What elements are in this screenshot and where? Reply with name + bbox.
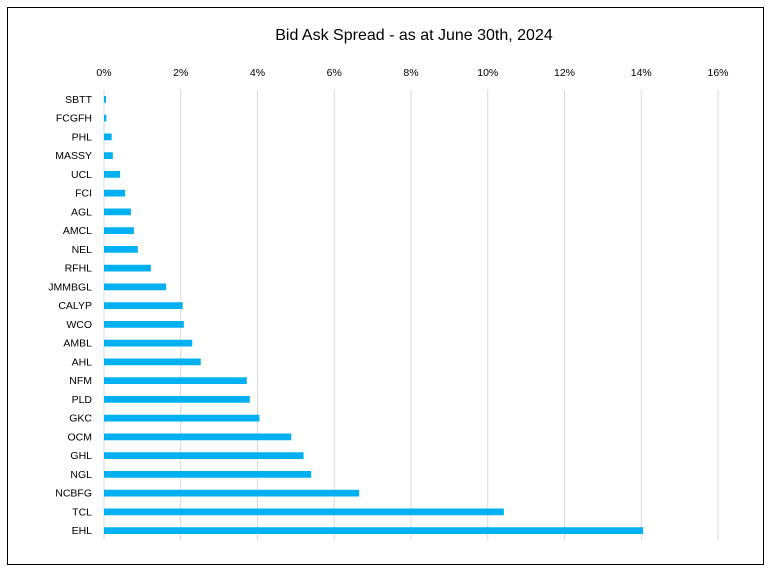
category-label: NCBFG bbox=[55, 488, 92, 500]
category-label: OCM bbox=[68, 431, 93, 443]
category-label: NEL bbox=[72, 244, 93, 256]
bar bbox=[104, 152, 113, 159]
x-tick-label: 16% bbox=[707, 67, 728, 79]
bar bbox=[104, 339, 193, 347]
x-tick-label: 14% bbox=[631, 67, 652, 79]
bar bbox=[104, 189, 126, 197]
bar bbox=[104, 433, 292, 441]
x-tick-label: 12% bbox=[554, 67, 575, 79]
category-label: TCL bbox=[72, 506, 92, 518]
bar bbox=[104, 171, 121, 178]
category-label: AMCL bbox=[63, 225, 92, 237]
bar bbox=[104, 227, 134, 234]
category-label: UCL bbox=[71, 169, 92, 181]
category-label: FCI bbox=[75, 188, 92, 200]
category-label: GHL bbox=[70, 450, 92, 462]
category-label: PLD bbox=[72, 394, 93, 406]
bars bbox=[104, 96, 644, 534]
bar bbox=[104, 246, 138, 253]
bar bbox=[104, 302, 183, 309]
gridlines bbox=[103, 90, 719, 540]
bar bbox=[104, 489, 360, 497]
x-tick-label: 6% bbox=[327, 67, 342, 79]
bar bbox=[104, 133, 112, 141]
bar bbox=[104, 283, 167, 291]
bar bbox=[104, 508, 504, 516]
bar bbox=[104, 471, 312, 478]
x-tick-label: 4% bbox=[250, 67, 265, 79]
bar bbox=[104, 208, 131, 216]
category-label: RFHL bbox=[65, 263, 93, 275]
x-tick-label: 0% bbox=[96, 67, 111, 79]
category-label: AMBL bbox=[63, 338, 92, 350]
bar bbox=[104, 396, 250, 403]
bar bbox=[104, 358, 201, 366]
bar bbox=[104, 377, 247, 384]
category-label: JMMBGL bbox=[48, 281, 92, 293]
x-tick-label: 10% bbox=[477, 67, 498, 79]
bar bbox=[104, 321, 184, 328]
category-label: PHL bbox=[72, 131, 93, 143]
x-tick-label: 2% bbox=[173, 67, 188, 79]
category-labels: SBTT FCGFH PHL MASSY UCL FCI AGL AMCL NEL RFHL JMM… bbox=[48, 94, 92, 537]
category-label: NFM bbox=[69, 375, 92, 387]
category-label: SBTT bbox=[65, 94, 92, 106]
category-label: AHL bbox=[72, 356, 93, 368]
category-label: AGL bbox=[71, 206, 92, 218]
category-label: FCGFH bbox=[56, 113, 92, 125]
category-label: NGL bbox=[70, 469, 92, 481]
chart-title: Bid Ask Spread - as at June 30th, 2024 bbox=[275, 27, 553, 44]
x-tick-label: 8% bbox=[403, 67, 418, 79]
bar bbox=[104, 96, 106, 103]
category-label: EHL bbox=[72, 525, 93, 537]
category-label: CALYP bbox=[58, 300, 92, 312]
bar bbox=[104, 264, 151, 272]
category-label: GKC bbox=[69, 413, 92, 425]
bar bbox=[104, 114, 107, 122]
category-label: WCO bbox=[66, 319, 92, 331]
x-axis-tick-labels: 0% 2% 4% 6% 8% 10% 12% 14% 16% bbox=[96, 67, 728, 79]
bar bbox=[104, 527, 644, 534]
bar bbox=[104, 414, 260, 422]
category-label: MASSY bbox=[55, 150, 92, 162]
chart-frame: Bid Ask Spread - as at June 30th, 2024 0… bbox=[7, 7, 764, 565]
bar bbox=[104, 452, 304, 459]
bar-chart: Bid Ask Spread - as at June 30th, 2024 0… bbox=[48, 27, 729, 540]
